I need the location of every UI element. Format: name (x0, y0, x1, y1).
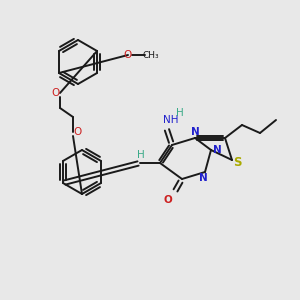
Text: N: N (213, 145, 221, 155)
Text: CH₃: CH₃ (143, 50, 159, 59)
Text: S: S (233, 157, 241, 169)
Text: H: H (176, 108, 184, 118)
Text: N: N (199, 173, 207, 183)
Text: O: O (51, 88, 59, 98)
Text: H: H (137, 150, 145, 160)
Text: O: O (124, 50, 132, 60)
Text: O: O (73, 127, 81, 137)
Text: O: O (164, 195, 172, 205)
Text: NH: NH (163, 115, 179, 125)
Text: N: N (190, 127, 200, 137)
